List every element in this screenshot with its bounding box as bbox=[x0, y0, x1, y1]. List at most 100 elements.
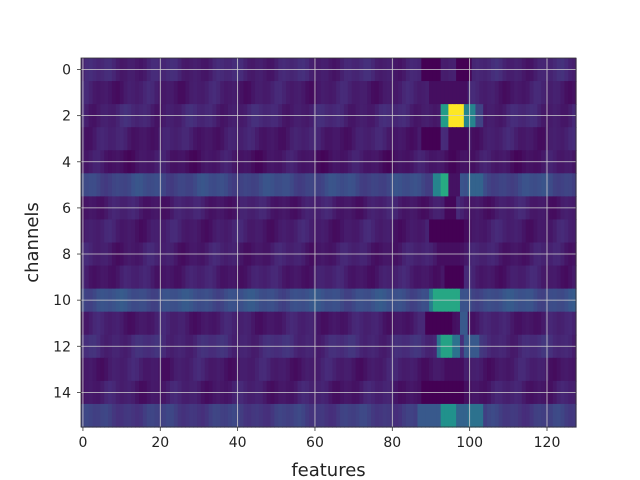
heatmap-cell bbox=[127, 357, 132, 382]
heatmap-cell bbox=[556, 357, 562, 382]
heatmap-cell bbox=[139, 265, 144, 290]
heatmap-cell bbox=[84, 265, 90, 290]
heatmap-cell bbox=[262, 311, 268, 336]
heatmap-cell bbox=[502, 357, 507, 382]
heatmap-cell bbox=[169, 173, 175, 197]
heatmap-cell bbox=[135, 173, 140, 197]
heatmap-cell bbox=[139, 219, 144, 244]
heatmap-cell bbox=[208, 219, 214, 244]
heatmap-cell bbox=[440, 311, 446, 336]
heatmap-cell bbox=[332, 265, 337, 290]
heatmap-cell bbox=[552, 219, 558, 244]
heatmap-cell bbox=[359, 127, 364, 151]
heatmap-cell bbox=[251, 403, 256, 428]
heatmap-cell bbox=[127, 265, 132, 290]
heatmap-cell bbox=[425, 265, 430, 290]
heatmap-cell bbox=[142, 127, 148, 151]
heatmap-cell bbox=[463, 357, 469, 382]
heatmap-cell bbox=[440, 127, 446, 151]
heatmap-cell bbox=[316, 311, 322, 336]
heatmap-cell bbox=[521, 127, 527, 151]
heatmap-cell bbox=[289, 311, 295, 336]
heatmap-cell bbox=[166, 219, 171, 244]
heatmap-cell bbox=[216, 311, 221, 336]
heatmap-cell bbox=[189, 127, 194, 151]
heatmap-cell bbox=[386, 403, 391, 428]
y-tick-label: 0 bbox=[62, 63, 71, 79]
heatmap-cell bbox=[510, 173, 515, 197]
heatmap-cell bbox=[262, 219, 268, 244]
heatmap-cell bbox=[382, 81, 388, 105]
heatmap-cell bbox=[204, 311, 210, 336]
heatmap-cell bbox=[378, 173, 384, 197]
heatmap-cell bbox=[340, 127, 345, 151]
heatmap-cell bbox=[231, 81, 237, 105]
heatmap-cell bbox=[177, 403, 183, 428]
heatmap-cell bbox=[374, 173, 380, 197]
heatmap-cell bbox=[108, 265, 113, 290]
heatmap-cell bbox=[146, 81, 152, 105]
heatmap-cell bbox=[394, 265, 399, 290]
heatmap-cell bbox=[131, 173, 136, 197]
heatmap-cell bbox=[239, 265, 245, 290]
heatmap-cell bbox=[429, 219, 434, 244]
heatmap-cell bbox=[483, 127, 488, 151]
heatmap-cell bbox=[483, 81, 488, 105]
heatmap-cell bbox=[533, 357, 538, 382]
heatmap-cell bbox=[510, 219, 515, 244]
heatmap-cell bbox=[243, 265, 248, 290]
heatmap-cell bbox=[514, 403, 519, 428]
heatmap-cell bbox=[84, 403, 90, 428]
heatmap-cell bbox=[150, 127, 156, 151]
heatmap-cell bbox=[541, 265, 546, 290]
heatmap-cell bbox=[374, 81, 380, 105]
heatmap-cell bbox=[459, 173, 465, 197]
heatmap-cell bbox=[177, 357, 183, 382]
heatmap-cell bbox=[351, 265, 357, 290]
heatmap-cell bbox=[347, 219, 353, 244]
heatmap-cell bbox=[405, 403, 411, 428]
heatmap-cell bbox=[104, 81, 109, 105]
heatmap-cell bbox=[224, 81, 229, 105]
heatmap-cell bbox=[212, 173, 217, 197]
heatmap-cell bbox=[224, 403, 229, 428]
heatmap-cell bbox=[498, 81, 504, 105]
heatmap-cell bbox=[347, 265, 353, 290]
heatmap-cell bbox=[285, 81, 291, 105]
heatmap-cell bbox=[359, 219, 364, 244]
heatmap-cell bbox=[293, 173, 299, 197]
heatmap-cell bbox=[432, 219, 438, 244]
heatmap-cell bbox=[506, 311, 511, 336]
heatmap-cell bbox=[343, 219, 349, 244]
heatmap-cell bbox=[409, 403, 415, 428]
heatmap-cell bbox=[131, 219, 136, 244]
heatmap-cell bbox=[351, 403, 357, 428]
heatmap-cell bbox=[285, 357, 291, 382]
heatmap-cell bbox=[204, 265, 210, 290]
heatmap-cell bbox=[100, 311, 105, 336]
heatmap-cell bbox=[135, 81, 140, 105]
heatmap-cell bbox=[359, 311, 364, 336]
heatmap-cell bbox=[405, 127, 411, 151]
heatmap-cell bbox=[208, 81, 214, 105]
heatmap-cell bbox=[255, 265, 260, 290]
heatmap-cell bbox=[154, 173, 159, 197]
heatmap-cell bbox=[208, 403, 214, 428]
heatmap-cell bbox=[123, 81, 129, 105]
heatmap-cell bbox=[216, 219, 221, 244]
heatmap-cell bbox=[440, 219, 446, 244]
heatmap-cell bbox=[111, 173, 117, 197]
heatmap-cell bbox=[541, 357, 546, 382]
heatmap-cell bbox=[475, 403, 480, 428]
heatmap-cell bbox=[115, 219, 121, 244]
heatmap-cell bbox=[409, 311, 415, 336]
heatmap-cell bbox=[189, 357, 194, 382]
heatmap-cell bbox=[150, 265, 156, 290]
heatmap-cell bbox=[332, 403, 337, 428]
heatmap-cell bbox=[537, 127, 542, 151]
heatmap-cell bbox=[181, 173, 187, 197]
heatmap-cell bbox=[340, 311, 345, 336]
heatmap-cell bbox=[297, 403, 303, 428]
heatmap-cell bbox=[88, 265, 94, 290]
heatmap-cell bbox=[293, 403, 299, 428]
